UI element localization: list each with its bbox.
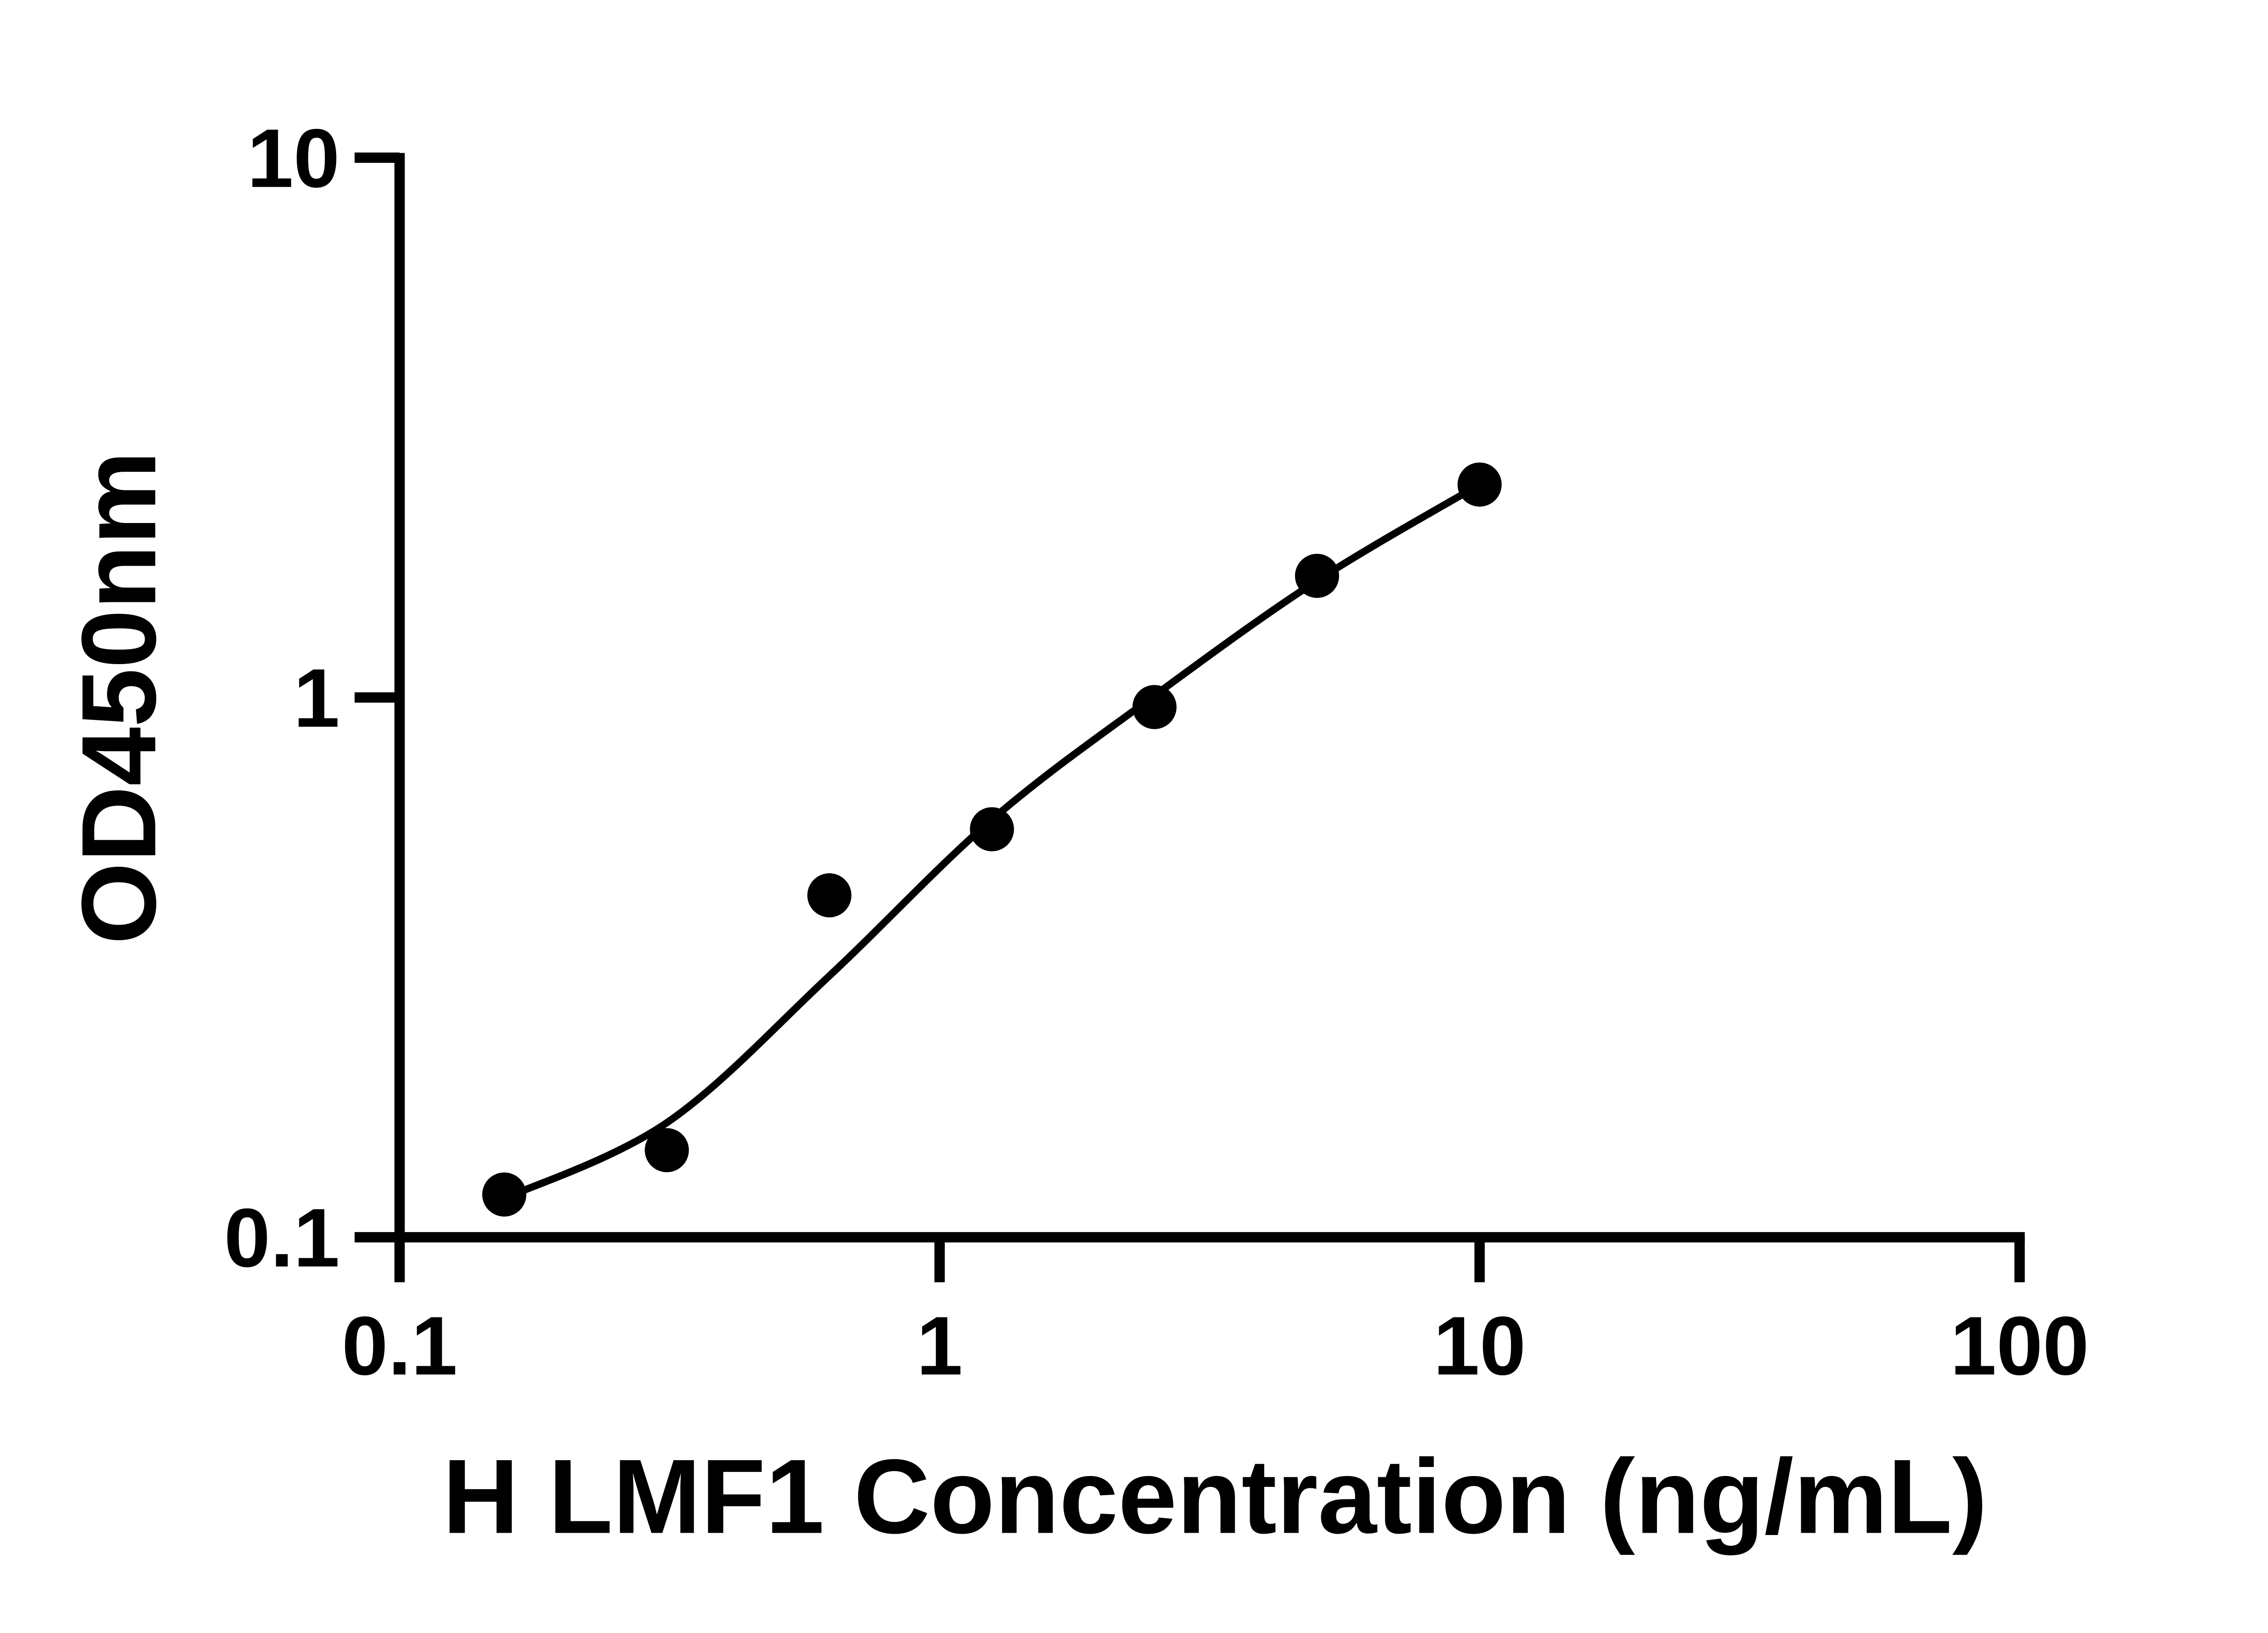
y-tick-label: 0.1 [224,1191,340,1284]
x-tick-label: 0.1 [342,1299,457,1392]
y-axis-tick-labels: 0.1 1 10 [224,112,340,1284]
data-point [807,873,852,918]
data-points [482,462,1502,1217]
plot-area [482,462,1502,1217]
data-point [1132,685,1177,729]
y-tick-label: 1 [293,651,340,744]
data-point [1457,462,1502,507]
data-point [1295,553,1339,598]
y-axis-ticks [354,152,400,1242]
x-axis-ticks [394,1237,2025,1282]
x-tick-label: 1 [916,1299,963,1392]
data-point [970,807,1014,851]
y-tick-label: 10 [247,112,340,205]
x-axis-tick-labels: 0.1 1 10 100 [342,1299,2089,1392]
x-tick-label: 10 [1433,1299,1526,1392]
x-axis-title: H LMF1 Concentration (ng/mL) [443,1437,1988,1555]
data-point [645,1128,689,1173]
x-tick-label: 100 [1950,1299,2089,1392]
axes: 0.1 1 10 0.1 1 10 100 [224,112,2089,1392]
data-point [482,1172,527,1217]
y-axis-title: OD450nm [60,451,178,944]
